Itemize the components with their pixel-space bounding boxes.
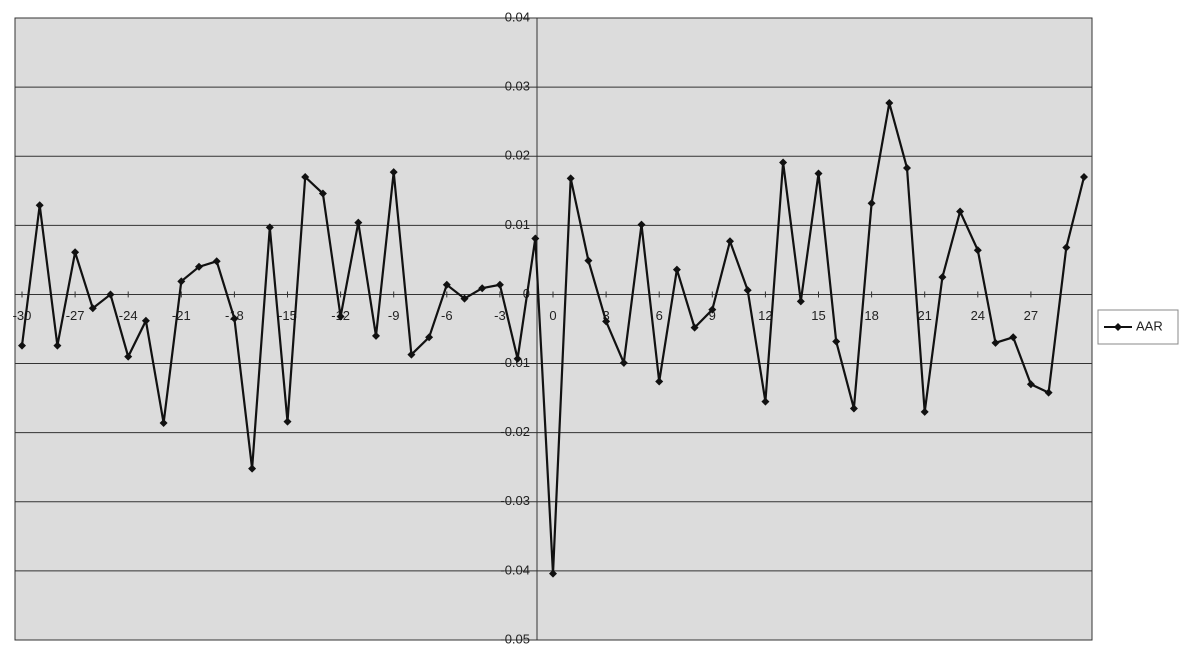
x-tick-label: 27 [1024,308,1038,323]
x-tick-label: -30 [13,308,32,323]
x-tick-label: -24 [119,308,138,323]
x-tick-label: 18 [864,308,878,323]
y-tick-label: -0.05 [500,631,530,646]
x-tick-label: 21 [917,308,931,323]
chart: 0.040.030.020.010-0.01-0.02-0.03-0.04-0.… [0,0,1183,646]
x-tick-label: -3 [494,308,506,323]
y-tick-label: 0.03 [505,79,530,94]
x-tick-label: -21 [172,308,191,323]
x-tick-label: 24 [971,308,985,323]
y-tick-label: 0.04 [505,9,530,24]
x-tick-label: 6 [656,308,663,323]
y-tick-label: 0.02 [505,148,530,163]
y-tick-label: -0.02 [500,424,530,439]
x-tick-label: 0 [549,308,556,323]
x-tick-label: -27 [66,308,85,323]
legend-label: AAR [1136,318,1163,333]
y-tick-label: 0.01 [505,217,530,232]
x-tick-label: -6 [441,308,453,323]
x-tick-label: 15 [811,308,825,323]
x-tick-label: -9 [388,308,400,323]
y-tick-label: -0.03 [500,493,530,508]
y-tick-label: -0.04 [500,562,530,577]
